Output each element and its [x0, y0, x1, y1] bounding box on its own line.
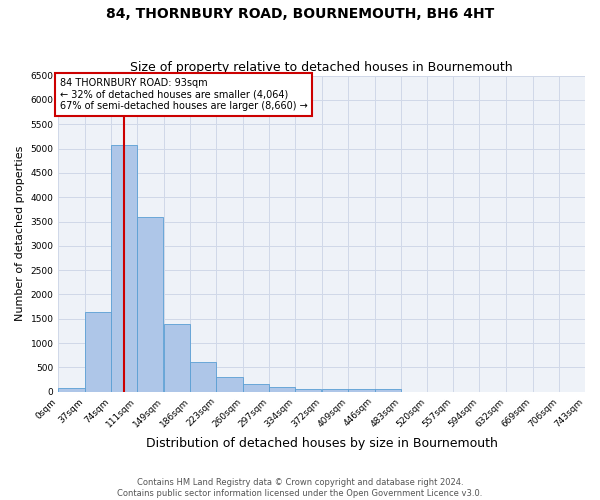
Y-axis label: Number of detached properties: Number of detached properties: [15, 146, 25, 322]
Bar: [137, 217, 163, 392]
Bar: [58, 388, 85, 392]
Title: Size of property relative to detached houses in Bournemouth: Size of property relative to detached ho…: [130, 62, 513, 74]
Bar: [242, 384, 269, 392]
Bar: [295, 389, 322, 392]
Bar: [111, 144, 137, 392]
Bar: [164, 324, 190, 392]
X-axis label: Distribution of detached houses by size in Bournemouth: Distribution of detached houses by size …: [146, 437, 497, 450]
Text: 84, THORNBURY ROAD, BOURNEMOUTH, BH6 4HT: 84, THORNBURY ROAD, BOURNEMOUTH, BH6 4HT: [106, 8, 494, 22]
Text: 84 THORNBURY ROAD: 93sqm
← 32% of detached houses are smaller (4,064)
67% of sem: 84 THORNBURY ROAD: 93sqm ← 32% of detach…: [60, 78, 308, 112]
Bar: [190, 362, 217, 392]
Bar: [322, 390, 348, 392]
Text: Contains HM Land Registry data © Crown copyright and database right 2024.
Contai: Contains HM Land Registry data © Crown c…: [118, 478, 482, 498]
Bar: [269, 387, 295, 392]
Bar: [374, 390, 401, 392]
Bar: [348, 390, 374, 392]
Bar: [85, 312, 111, 392]
Bar: [217, 376, 242, 392]
